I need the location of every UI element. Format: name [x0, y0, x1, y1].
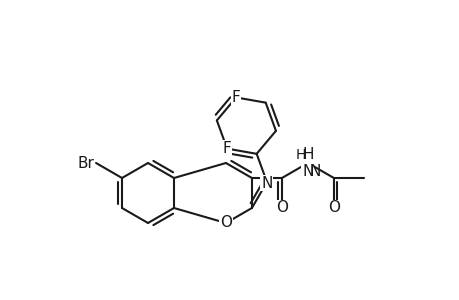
Text: N: N	[261, 176, 272, 190]
Text: H
N: H N	[302, 147, 313, 179]
Text: O: O	[275, 200, 287, 215]
Text: N: N	[309, 164, 320, 179]
Text: F: F	[222, 141, 231, 156]
Text: O: O	[219, 215, 231, 230]
Text: O: O	[327, 200, 339, 215]
Text: H: H	[295, 148, 305, 162]
Text: Br: Br	[77, 155, 94, 170]
Text: F: F	[231, 90, 240, 105]
